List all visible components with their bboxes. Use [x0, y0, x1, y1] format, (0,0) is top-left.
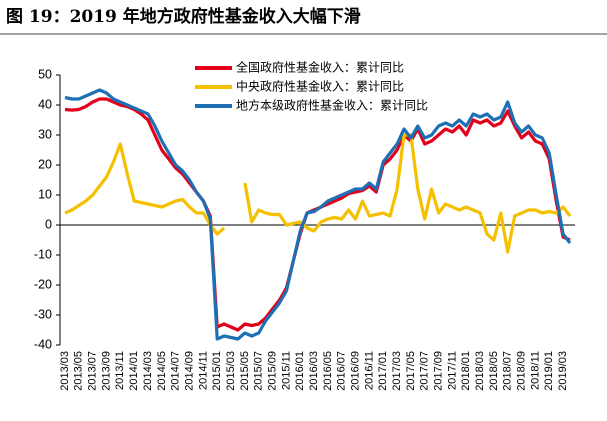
- x-tick-label: 2013/05: [73, 351, 85, 391]
- legend-label: 中央政府性基金收入：累计同比: [236, 79, 404, 94]
- x-tick-label: 2017/07: [419, 351, 431, 391]
- x-tick-label: 2015/05: [239, 351, 251, 391]
- x-tick-label: 2013/07: [87, 351, 99, 391]
- series-line: [64, 133, 572, 254]
- x-tick-label: 2015/01: [211, 351, 223, 391]
- x-tick-label: 2015/03: [225, 351, 237, 391]
- x-tick-label: 2015/07: [253, 351, 265, 391]
- y-tick-label: 0: [45, 217, 52, 231]
- series-line: [64, 88, 572, 341]
- x-tick-label: 2014/01: [128, 351, 140, 391]
- x-tick-label: 2014/11: [197, 351, 209, 390]
- y-tick-label: 50: [38, 67, 52, 81]
- y-tick-label: 40: [38, 97, 52, 111]
- x-tick-label: 2013/11: [114, 351, 126, 390]
- x-tick-label: 2014/09: [183, 351, 195, 391]
- legend-label: 全国政府性基金收入：累计同比: [236, 60, 404, 75]
- x-tick-label: 2019/03: [557, 351, 569, 391]
- y-tick-label: -30: [34, 307, 52, 321]
- x-tick-label: 2017/03: [391, 351, 403, 391]
- chart-title: 图 19：2019 年地方政府性基金收入大幅下滑: [6, 6, 361, 27]
- y-tick-label: -20: [34, 277, 52, 291]
- x-tick-label: 2016/07: [336, 351, 348, 391]
- y-tick-label: -10: [34, 247, 52, 261]
- y-tick-label: -40: [34, 337, 52, 351]
- x-tick-label: 2014/05: [156, 351, 168, 391]
- y-tick-label: 30: [38, 127, 52, 141]
- x-tick-label: 2017/05: [405, 351, 417, 391]
- x-tick-label: 2018/05: [488, 351, 500, 391]
- x-tick-label: 2013/03: [59, 351, 71, 391]
- x-tick-label: 2016/03: [308, 351, 320, 391]
- x-tick-label: 2017/01: [377, 351, 389, 391]
- x-tick-label: 2016/01: [294, 351, 306, 391]
- x-tick-label: 2017/09: [432, 351, 444, 391]
- x-tick-label: 2016/05: [322, 351, 334, 391]
- x-tick-label: 2018/11: [529, 351, 541, 390]
- legend-label: 地方本级政府性基金收入：累计同比: [236, 98, 428, 113]
- x-tick-label: 2015/09: [266, 351, 278, 391]
- x-tick-label: 2015/11: [280, 351, 292, 390]
- x-tick-label: 2013/09: [100, 351, 112, 391]
- x-tick-label: 2017/11: [446, 351, 458, 390]
- x-tick-label: 2018/03: [474, 351, 486, 391]
- x-tick-label: 2018/07: [502, 351, 514, 391]
- series-line: [64, 97, 571, 332]
- y-tick-label: 20: [38, 157, 52, 171]
- x-tick-label: 2016/11: [363, 351, 375, 390]
- x-tick-label: 2018/09: [515, 351, 527, 391]
- x-tick-label: 2014/07: [170, 351, 182, 391]
- x-tick-label: 2019/01: [543, 351, 555, 391]
- x-tick-label: 2018/01: [460, 351, 472, 391]
- y-tick-label: 10: [38, 187, 52, 201]
- x-tick-label: 2014/03: [142, 351, 154, 391]
- x-tick-label: 2016/09: [349, 351, 361, 391]
